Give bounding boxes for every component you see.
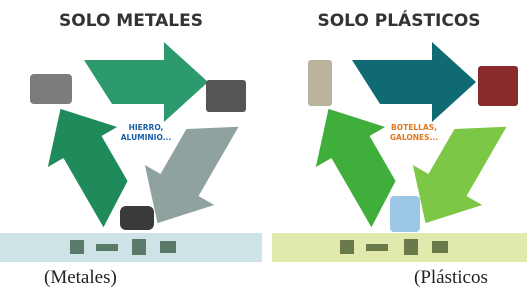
caption: (Plásticos <box>414 267 488 289</box>
item-photo <box>206 80 246 112</box>
poster-title: SOLO PLÁSTICOS <box>317 9 480 31</box>
poster-title: SOLO METALES <box>59 11 203 31</box>
poster-plasticos: SOLO PLÁSTICOS BOTELLAS, GALONES... <box>272 9 527 262</box>
figure: SOLO METALES HIERRO, ALUMINIO... SOLO PL… <box>0 0 527 301</box>
logo-band <box>0 233 262 262</box>
center-text: BOTELLAS, <box>391 123 437 132</box>
item-photo <box>30 74 72 104</box>
page: SOLO METALES HIERRO, ALUMINIO... SOLO PL… <box>0 0 527 301</box>
caption: (Metales) <box>44 267 117 289</box>
item-photo <box>390 196 420 232</box>
poster-metales: SOLO METALES HIERRO, ALUMINIO... <box>0 0 262 262</box>
item-photo <box>478 66 518 106</box>
item-photo <box>308 60 332 106</box>
item-photo <box>120 206 154 230</box>
center-text: ALUMINIO... <box>121 133 172 142</box>
center-text: GALONES... <box>390 133 438 142</box>
center-text: HIERRO, <box>129 123 164 132</box>
logo-band <box>272 233 527 262</box>
